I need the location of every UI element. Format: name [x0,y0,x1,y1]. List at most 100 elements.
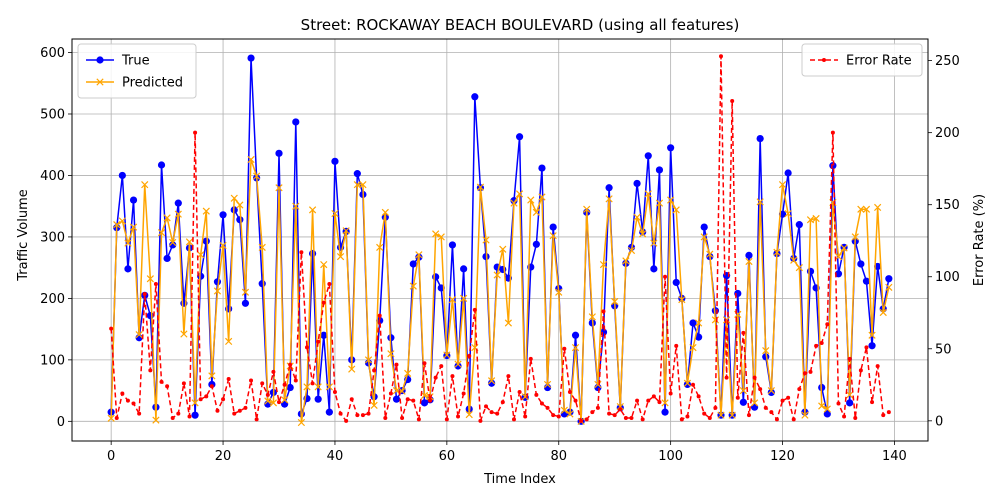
data-point [428,398,433,403]
data-point [213,278,222,286]
data-point [236,216,244,224]
data-point [584,417,589,422]
data-point [253,172,261,180]
data-point [416,417,421,422]
data-point [588,313,596,321]
data-point [286,383,294,392]
data-point [409,260,417,268]
data-point [137,411,142,416]
data-point [226,377,231,382]
data-point [555,288,563,296]
data-point [476,183,485,191]
data-point [549,223,557,231]
data-point [706,250,714,258]
legend-marker [96,56,104,64]
data-point [439,364,444,369]
data-point [534,392,539,397]
data-point [332,390,337,395]
data-point [858,368,863,373]
data-point [310,381,315,386]
data-point [875,364,880,369]
data-point [683,380,692,389]
data-point [644,152,652,160]
data-point [165,384,170,389]
data-point [420,399,429,407]
data-point [202,237,210,245]
data-point [303,383,311,391]
data-point [331,157,339,165]
data-point [506,374,511,379]
data-point [874,203,882,212]
data-point [293,378,298,383]
data-point [118,171,126,180]
data-point [650,239,658,247]
x-tick-label: 80 [550,449,567,464]
data-point [846,391,854,399]
data-point [616,402,624,411]
y-axis-title-right: Error Rate (%) [972,194,987,286]
grid [72,39,928,441]
data-point [543,380,552,389]
data-point [118,217,126,225]
data-point [605,184,613,192]
data-point [571,343,580,352]
data-point [739,386,747,395]
data-point [197,251,205,259]
data-point [538,164,546,172]
data-point [125,398,130,403]
data-point [163,214,171,222]
data-point [169,238,177,247]
data-point [834,270,843,278]
data-point [460,294,468,303]
plot-area [107,54,893,427]
y-tick-label: 100 [40,353,65,368]
series-line-predicted [110,158,890,424]
data-point [881,413,886,418]
data-point [176,411,181,416]
data-point [433,375,438,380]
x-tick-label: 0 [107,449,115,464]
right-y-axis: 0 50 100 150 200 250 [928,54,960,429]
data-point [868,331,876,339]
data-point [633,213,641,221]
data-point [353,181,361,189]
data-point [204,394,209,399]
data-point [864,345,869,350]
data-point [532,240,540,248]
data-point [511,417,516,422]
data-point [853,415,858,420]
data-point [500,400,505,405]
data-point [146,275,154,283]
data-point [388,391,393,396]
data-point [169,241,177,249]
data-point [269,399,278,407]
data-point [623,415,628,420]
data-point [678,295,686,304]
data-point [181,381,186,386]
data-point [113,221,121,229]
data-point [756,134,764,143]
data-point [260,381,265,386]
data-point [830,130,835,135]
legend-marker [822,58,826,62]
data-point [762,347,770,355]
data-point [422,361,427,366]
data-point [605,195,613,203]
data-point [857,205,865,213]
data-point [538,193,546,201]
data-point [741,330,746,335]
data-point [672,278,680,287]
data-point [735,395,740,400]
data-point [237,408,242,413]
data-point [784,209,792,218]
data-point [504,319,513,327]
series-predicted [107,155,893,427]
y-right-tick-label: 50 [935,342,952,357]
data-point [846,399,854,407]
data-point [689,343,697,352]
data-point [157,228,166,237]
data-point [607,411,612,416]
data-point [314,383,322,391]
data-point [129,196,138,204]
